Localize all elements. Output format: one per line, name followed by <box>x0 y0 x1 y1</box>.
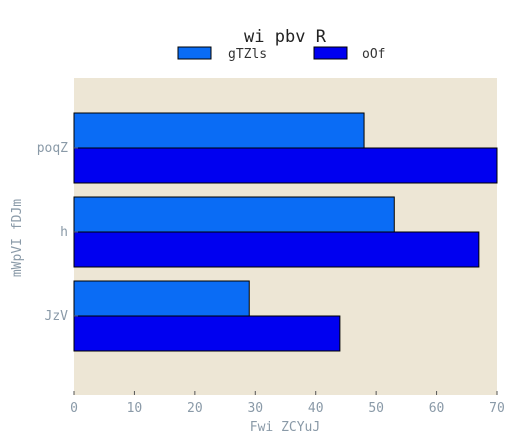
bar-oOf-poqZ <box>73 147 498 184</box>
x-tick-label: 20 <box>187 401 203 416</box>
y-tick-label: JzV <box>45 309 69 324</box>
y-axis-label: mWpVI fDJm <box>10 199 25 277</box>
x-tick-label: 50 <box>368 401 384 416</box>
legend-swatch-gTZls <box>177 46 212 60</box>
bar-gTZls-h <box>73 196 395 233</box>
legend: gTZls oOf <box>177 46 385 62</box>
bar-oOf-h <box>73 231 480 268</box>
legend-label-gTZls: gTZls <box>228 47 267 62</box>
legend-label-oOf: oOf <box>362 47 385 62</box>
y-tick-label: poqZ <box>37 141 68 156</box>
bar-gTZls-poqZ <box>73 112 365 149</box>
x-tick-label: 10 <box>127 401 143 416</box>
x-axis-label: Fwi ZCYuJ <box>250 420 320 435</box>
bar-oOf-JzV <box>73 315 341 352</box>
bars-group <box>73 112 498 352</box>
legend-swatch-oOf <box>313 46 348 60</box>
y-axis-ticks: poqZ h JzV <box>37 141 78 324</box>
x-tick-label: 30 <box>247 401 263 416</box>
bar-gTZls-JzV <box>73 280 250 317</box>
x-tick-label: 40 <box>308 401 324 416</box>
x-tick-label: 0 <box>70 401 78 416</box>
x-tick-label: 70 <box>489 401 505 416</box>
x-tick-label: 60 <box>429 401 445 416</box>
y-tick-label: h <box>60 225 68 240</box>
chart-title: wi pbv R <box>244 27 327 47</box>
x-axis-ticks: 0 10 20 30 40 50 60 70 <box>70 391 505 416</box>
